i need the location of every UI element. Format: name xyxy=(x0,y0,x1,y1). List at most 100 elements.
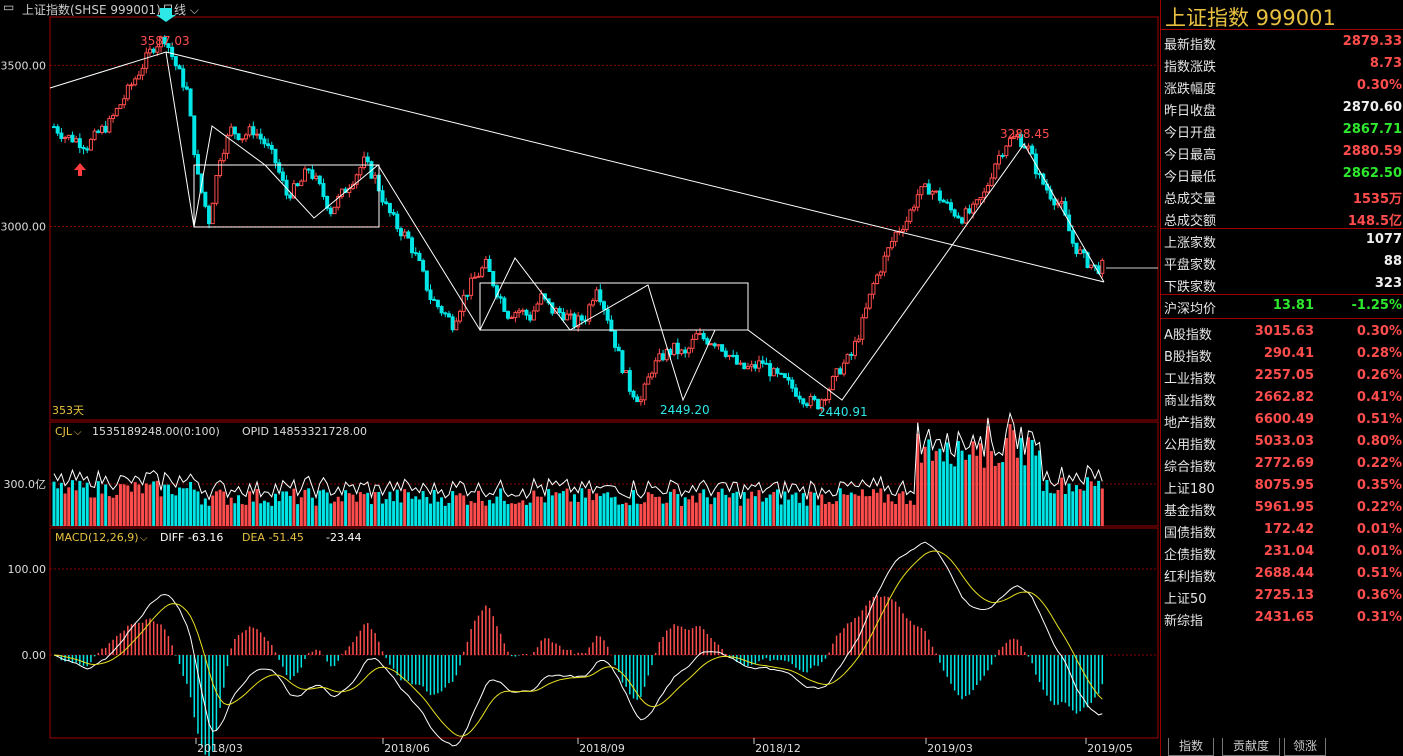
quote-row[interactable]: 涨跌幅度 0.30% xyxy=(1161,75,1403,97)
volume-bar xyxy=(425,496,429,526)
volume-bar xyxy=(244,504,248,526)
volume-bar xyxy=(285,491,289,526)
volume-bar xyxy=(248,491,252,526)
macd-indicator-name: MACD(12,26,9) xyxy=(55,531,139,544)
volume-bar xyxy=(310,497,314,526)
quote-row[interactable]: 指数涨跌 8.73 xyxy=(1161,53,1403,75)
volume-bar xyxy=(694,502,698,526)
price-candle xyxy=(373,174,378,179)
index-row[interactable]: 上证180 8075.95 0.35% xyxy=(1161,475,1403,497)
price-candle xyxy=(974,199,979,205)
index-change: 0.01% xyxy=(1356,544,1402,559)
volume-bar xyxy=(650,494,654,526)
quote-row[interactable]: 今日开盘 2867.71 xyxy=(1161,119,1403,141)
index-change: 0.36% xyxy=(1356,588,1402,603)
divider xyxy=(1161,29,1403,30)
index-row[interactable]: 企债指数 231.04 0.01% xyxy=(1161,541,1403,563)
volume-bar xyxy=(942,461,946,526)
price-candle xyxy=(775,368,780,374)
volume-bar xyxy=(967,454,971,526)
divider xyxy=(1161,294,1403,295)
tab-0[interactable]: 指数 xyxy=(1168,738,1214,756)
price-candle xyxy=(295,183,300,187)
quote-row[interactable]: 最新指数 2879.33 xyxy=(1161,31,1403,53)
price-candle xyxy=(819,399,824,410)
volume-bar xyxy=(200,504,204,526)
quote-row[interactable]: 平盘家数 88 xyxy=(1161,251,1403,273)
index-row[interactable]: A股指数 3015.63 0.30% xyxy=(1161,321,1403,343)
quote-row[interactable]: 昨日收盘 2870.60 xyxy=(1161,97,1403,119)
index-row[interactable]: 地产指数 6600.49 0.51% xyxy=(1161,409,1403,431)
quote-change: 88 xyxy=(1383,254,1402,269)
index-row[interactable]: 综合指数 2772.69 0.22% xyxy=(1161,453,1403,475)
quote-row[interactable]: 上涨家数 1077 xyxy=(1161,229,1403,251)
index-row[interactable]: 新综指 2431.65 0.31% xyxy=(1161,607,1403,629)
index-row[interactable]: 商业指数 2662.82 0.41% xyxy=(1161,387,1403,409)
quote-row[interactable]: 今日最低 2862.50 xyxy=(1161,163,1403,185)
volume-bar xyxy=(203,498,207,526)
index-value: 3015.63 xyxy=(1254,324,1314,339)
zigzag-trendline xyxy=(49,51,1105,402)
volume-bar xyxy=(443,505,447,526)
index-row[interactable]: 国债指数 172.42 0.01% xyxy=(1161,519,1403,541)
index-change: 0.30% xyxy=(1356,324,1402,339)
tab-1[interactable]: 贡献度 xyxy=(1222,738,1280,756)
price-candle xyxy=(801,398,806,405)
volume-bar xyxy=(602,493,606,526)
index-row[interactable]: 上证50 2725.13 0.36% xyxy=(1161,585,1403,607)
volume-bar xyxy=(643,502,647,526)
volume-bar xyxy=(905,504,909,526)
volume-bar xyxy=(639,504,643,526)
price-candle xyxy=(528,314,533,321)
volume-bar xyxy=(661,503,665,526)
quote-row[interactable]: 总成交额 148.5亿 xyxy=(1161,207,1403,229)
price-candle xyxy=(1081,249,1086,254)
price-candle xyxy=(686,347,691,354)
index-row[interactable]: 工业指数 2257.05 0.26% xyxy=(1161,365,1403,387)
price-candle xyxy=(395,213,400,230)
price-tick-label: 3000.00 xyxy=(1,221,47,234)
quote-label: 总成交量 xyxy=(1164,192,1217,207)
x-axis-label: 2018/12 xyxy=(755,742,801,755)
price-candle xyxy=(672,342,677,355)
chart-canvas[interactable]: 3500.00 3000.00 3587.03 3288.45 2449.20 2440.… xyxy=(0,0,1160,756)
volume-bar xyxy=(1001,462,1005,526)
quote-row[interactable]: 下跌家数 323 xyxy=(1161,273,1403,295)
index-label: 工业指数 xyxy=(1164,372,1217,387)
volume-bar xyxy=(609,497,613,526)
price-candle xyxy=(705,338,710,345)
price-candle xyxy=(85,148,90,151)
index-row[interactable]: 基金指数 5961.95 0.22% xyxy=(1161,497,1403,519)
volume-bar xyxy=(366,492,370,526)
index-value: 5961.95 xyxy=(1254,500,1314,515)
index-value: 2431.65 xyxy=(1254,610,1314,625)
volume-bar xyxy=(790,494,794,526)
tab-2[interactable]: 领涨 xyxy=(1284,738,1326,756)
volume-bar xyxy=(63,493,67,526)
price-candle xyxy=(136,74,141,80)
quote-row[interactable]: 沪深均价 13.81 -1.25% xyxy=(1161,295,1403,317)
price-candle xyxy=(557,308,562,314)
x-axis-label: 2018/03 xyxy=(197,742,243,755)
index-row[interactable]: 公用指数 5033.03 0.80% xyxy=(1161,431,1403,453)
price-candle xyxy=(1067,214,1072,232)
price-candle xyxy=(362,156,367,169)
price-candle xyxy=(912,206,917,211)
index-row[interactable]: 红利指数 2688.44 0.51% xyxy=(1161,563,1403,585)
quote-row[interactable]: 总成交量 1535万 xyxy=(1161,185,1403,207)
volume-bar xyxy=(875,492,879,526)
index-change: 0.51% xyxy=(1356,412,1402,427)
volume-bar xyxy=(118,484,122,526)
menu-icon[interactable]: ▭ xyxy=(3,0,15,14)
volume-bar xyxy=(739,505,743,526)
price-candle xyxy=(812,396,817,400)
price-candle xyxy=(956,215,961,219)
volume-bar xyxy=(484,505,488,526)
index-row[interactable]: B股指数 290.41 0.28% xyxy=(1161,343,1403,365)
price-candle xyxy=(432,298,437,301)
x-axis-label: 2018/06 xyxy=(384,742,430,755)
quote-row[interactable]: 今日最高 2880.59 xyxy=(1161,141,1403,163)
price-candle xyxy=(118,104,123,110)
chart-title: 上证指数(SHSE 999001) xyxy=(22,3,161,17)
volume-bar xyxy=(104,484,108,526)
